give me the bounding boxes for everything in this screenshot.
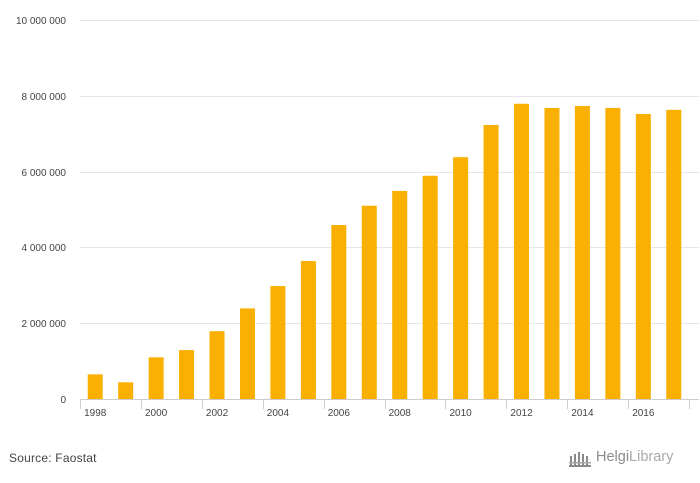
- library-columns-icon: [569, 452, 591, 467]
- logo-text-bold: Helgi: [596, 449, 630, 465]
- bar[interactable]: [514, 103, 530, 399]
- x-tick-label: 2002: [206, 408, 229, 419]
- bar[interactable]: [544, 107, 560, 400]
- bar[interactable]: [87, 374, 103, 399]
- bar[interactable]: [574, 106, 590, 399]
- bar[interactable]: [331, 225, 347, 399]
- x-tick-label: 2006: [328, 408, 351, 419]
- helgi-library-logo[interactable]: HelgiLibrary: [568, 448, 692, 470]
- bar[interactable]: [118, 382, 134, 399]
- bar[interactable]: [239, 308, 255, 399]
- bar-chart: 0 2 000 000 4 000 000 6 000 000 8 000 000 10 …: [16, 16, 699, 419]
- logo-text-light: Library: [629, 449, 674, 465]
- bar[interactable]: [483, 124, 499, 399]
- bar[interactable]: [635, 113, 651, 400]
- bar[interactable]: [392, 190, 408, 399]
- x-tick-label: 2004: [267, 408, 290, 419]
- y-tick-label: 8 000 000: [22, 92, 67, 103]
- y-tick-label: 0: [60, 395, 66, 406]
- y-tick-label: 10 000 000: [16, 16, 66, 27]
- x-axis: [80, 399, 699, 409]
- bar[interactable]: [453, 157, 469, 399]
- x-tick-label: 2014: [571, 408, 594, 419]
- bar[interactable]: [270, 286, 286, 399]
- bar[interactable]: [148, 357, 164, 399]
- y-tick-label: 4 000 000: [22, 243, 67, 254]
- y-tick-label: 6 000 000: [22, 168, 67, 179]
- logo-text: HelgiLibrary: [596, 449, 673, 465]
- bar[interactable]: [179, 350, 195, 399]
- bar[interactable]: [361, 205, 377, 399]
- x-tick-label: 2008: [389, 408, 412, 419]
- bars: [87, 103, 682, 400]
- bar[interactable]: [300, 261, 316, 399]
- bar[interactable]: [209, 331, 225, 399]
- y-tick-label: 2 000 000: [22, 319, 67, 330]
- bar[interactable]: [605, 107, 621, 400]
- y-axis-tick-labels: 0 2 000 000 4 000 000 6 000 000 8 000 000 10 …: [16, 16, 67, 406]
- x-tick-label: 2016: [632, 408, 655, 419]
- x-tick-label: 2000: [145, 408, 168, 419]
- x-tick-label: 1998: [84, 408, 107, 419]
- x-axis-tick-labels: 1998 2000 2002 2004 2006 2008 2010 2012 2014 2016: [84, 408, 655, 419]
- x-tick-label: 2010: [450, 408, 473, 419]
- x-tick-label: 2012: [510, 408, 533, 419]
- bar[interactable]: [666, 109, 682, 399]
- source-note: Source: Faostat: [9, 451, 97, 465]
- gridlines: [80, 20, 699, 324]
- bar[interactable]: [422, 175, 438, 399]
